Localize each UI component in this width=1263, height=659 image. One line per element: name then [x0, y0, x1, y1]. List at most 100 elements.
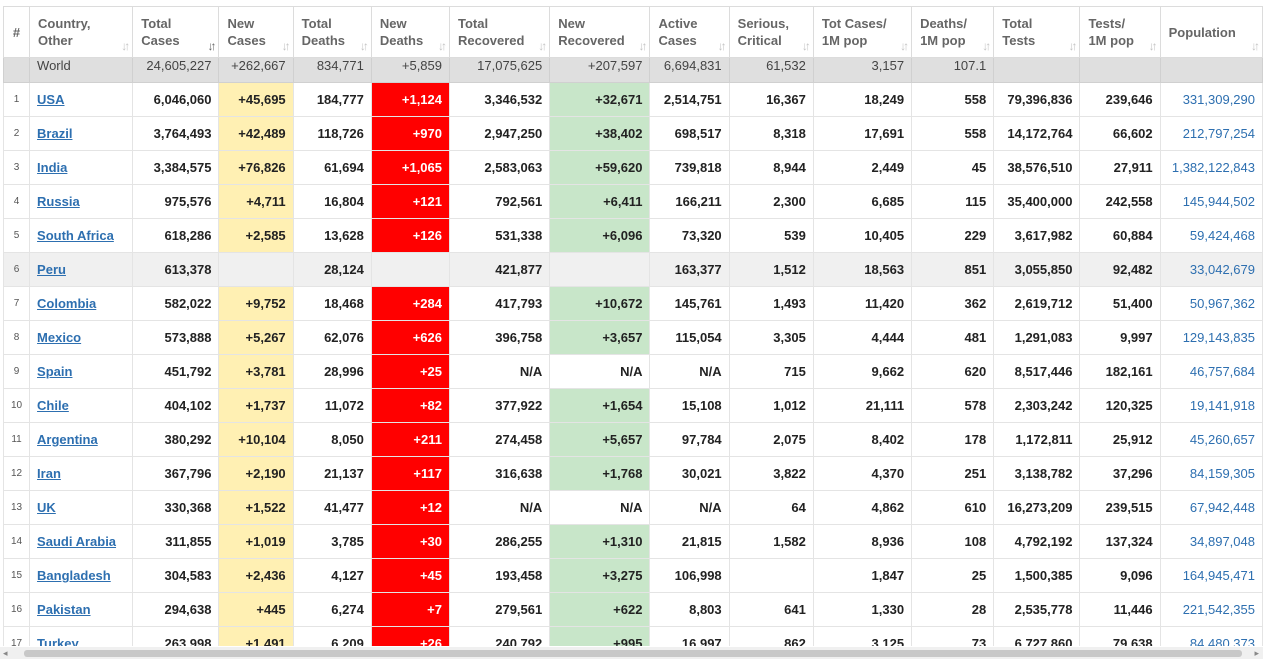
country-link[interactable]: Spain: [37, 364, 73, 379]
cell-num: 8: [3, 320, 31, 355]
column-header-active-cases[interactable]: Active Cases ↓↑: [649, 6, 730, 58]
cell-new-recovered: +1,768: [549, 456, 651, 491]
population-link[interactable]: 129,143,835: [1182, 330, 1255, 345]
sort-arrows-icon[interactable]: ↓↑: [438, 39, 447, 53]
population-link[interactable]: 1,382,122,843: [1171, 160, 1255, 175]
column-header-new-cases[interactable]: New Cases ↓↑: [218, 6, 294, 58]
population-link[interactable]: 212,797,254: [1182, 126, 1255, 141]
column-header-serious[interactable]: Serious, Critical ↓↑: [728, 6, 814, 58]
column-header-total-cases[interactable]: Total Cases ↓↑: [132, 6, 220, 58]
sort-arrows-icon[interactable]: ↓↑: [1148, 39, 1158, 53]
sort-arrows-icon[interactable]: ↓↑: [717, 39, 727, 53]
sort-arrows-icon[interactable]: ↓↑: [538, 39, 547, 53]
country-link[interactable]: Peru: [37, 262, 66, 277]
cell-country: Turkey: [29, 626, 134, 646]
cell-total-deaths: 834,771: [292, 57, 372, 83]
country-link[interactable]: India: [37, 160, 68, 175]
population-link[interactable]: 145,944,502: [1182, 194, 1255, 209]
country-link[interactable]: USA: [37, 92, 65, 107]
population-link[interactable]: 19,141,918: [1189, 398, 1255, 413]
cell-total-tests: 16,273,209: [993, 490, 1081, 525]
sort-arrows-icon[interactable]: ↓↑: [1068, 39, 1077, 53]
cell-serious: 715: [728, 354, 814, 389]
population-link[interactable]: 50,967,362: [1189, 296, 1255, 311]
column-header-population[interactable]: Population ↓↑: [1159, 6, 1263, 58]
column-header-label: New Cases: [227, 16, 266, 48]
country-link[interactable]: Argentina: [37, 432, 98, 447]
column-header-deaths-per-1m[interactable]: Deaths/ 1M pop ↓↑: [911, 6, 995, 58]
country-link[interactable]: Pakistan: [37, 602, 91, 617]
column-header-total-recovered[interactable]: Total Recovered ↓↑: [448, 6, 551, 58]
population-link[interactable]: 221,542,355: [1182, 602, 1255, 617]
cell-total-cases: 3,384,575: [132, 150, 220, 185]
cell-active-cases: 15,108: [649, 388, 730, 423]
country-link[interactable]: UK: [37, 500, 56, 515]
cell-population: [1159, 57, 1263, 83]
sort-arrows-icon[interactable]: ↓↑: [207, 39, 216, 53]
country-link[interactable]: Iran: [37, 466, 61, 481]
cell-deaths-per-1m: 28: [911, 592, 995, 627]
cell-new-cases: +4,711: [218, 184, 294, 219]
country-link[interactable]: Russia: [37, 194, 80, 209]
column-header-new-recovered[interactable]: New Recovered ↓↑: [549, 6, 651, 58]
cell-new-deaths: +1,124: [370, 82, 451, 117]
sort-arrows-icon[interactable]: ↓↑: [281, 39, 291, 53]
sort-arrows-icon[interactable]: ↓↑: [801, 39, 811, 53]
column-header-total-deaths[interactable]: Total Deaths ↓↑: [292, 6, 372, 58]
cell-deaths-per-1m: 108: [911, 524, 995, 559]
column-header-new-deaths[interactable]: New Deaths ↓↑: [370, 6, 451, 58]
scrollbar-thumb[interactable]: [24, 650, 1242, 657]
cell-serious: 8,318: [728, 116, 814, 151]
column-header-total-tests[interactable]: Total Tests ↓↑: [993, 6, 1081, 58]
population-link[interactable]: 164,945,471: [1182, 568, 1255, 583]
cell-num: 5: [3, 218, 31, 253]
horizontal-scrollbar[interactable]: ◂ ▸: [0, 647, 1263, 659]
country-link[interactable]: Chile: [37, 398, 69, 413]
column-header-cases-per-1m[interactable]: Tot Cases/ 1M pop ↓↑: [812, 6, 913, 58]
column-header-tests-per-1m[interactable]: Tests/ 1M pop ↓↑: [1079, 6, 1161, 58]
cell-serious: 3,305: [728, 320, 814, 355]
sort-arrows-icon[interactable]: ↓↑: [1251, 39, 1260, 53]
cell-new-recovered: +10,672: [549, 286, 651, 321]
country-link[interactable]: Saudi Arabia: [37, 534, 117, 549]
sort-arrows-icon[interactable]: ↓↑: [638, 39, 647, 53]
cell-num: [3, 57, 31, 83]
cell-country: USA: [29, 82, 134, 117]
table-row: 11 Argentina 380,292 +10,104 8,050 +211 274,45…: [3, 422, 1263, 457]
country-link[interactable]: Mexico: [37, 330, 82, 345]
country-link[interactable]: South Africa: [37, 228, 114, 243]
population-link[interactable]: 84,159,305: [1189, 466, 1255, 481]
column-header-label: #: [12, 24, 21, 40]
cell-cases-per-1m: 6,685: [812, 184, 913, 219]
cell-total-tests: 79,396,836: [993, 82, 1081, 117]
cell-tests-per-1m: 27,911: [1079, 150, 1161, 185]
column-header-country[interactable]: Country, Other ↓↑: [29, 6, 134, 58]
cell-total-cases: 573,888: [132, 320, 220, 355]
country-link[interactable]: Brazil: [37, 126, 73, 141]
population-link[interactable]: 34,897,048: [1189, 534, 1255, 549]
sort-arrows-icon[interactable]: ↓↑: [982, 39, 991, 53]
sort-arrows-icon[interactable]: ↓↑: [900, 39, 909, 53]
country-link[interactable]: Bangladesh: [37, 568, 111, 583]
population-link[interactable]: 59,424,468: [1189, 228, 1255, 243]
country-link[interactable]: Turkey: [37, 636, 79, 646]
cell-tests-per-1m: 137,324: [1079, 524, 1161, 559]
scroll-right-arrow-icon[interactable]: ▸: [1254, 648, 1259, 658]
population-link[interactable]: 33,042,679: [1189, 262, 1255, 277]
sort-arrows-icon[interactable]: ↓↑: [121, 39, 130, 53]
cell-new-cases: +10,104: [218, 422, 294, 457]
population-link[interactable]: 67,942,448: [1189, 500, 1255, 515]
population-link[interactable]: 46,757,684: [1189, 364, 1255, 379]
cell-country: Mexico: [29, 320, 134, 355]
cell-total-recovered: N/A: [448, 490, 551, 525]
population-link[interactable]: 45,260,657: [1189, 432, 1255, 447]
world-total-row: World 24,605,227 +262,667 834,771 +5,859 17,0…: [3, 57, 1263, 83]
cell-serious: 1,012: [728, 388, 814, 423]
cell-cases-per-1m: 8,402: [812, 422, 913, 457]
scroll-left-arrow-icon[interactable]: ◂: [3, 648, 8, 658]
cell-tests-per-1m: 60,884: [1079, 218, 1161, 253]
population-link[interactable]: 84,480,373: [1189, 636, 1255, 646]
country-link[interactable]: Colombia: [37, 296, 97, 311]
sort-arrows-icon[interactable]: ↓↑: [359, 39, 369, 53]
population-link[interactable]: 331,309,290: [1182, 92, 1255, 107]
